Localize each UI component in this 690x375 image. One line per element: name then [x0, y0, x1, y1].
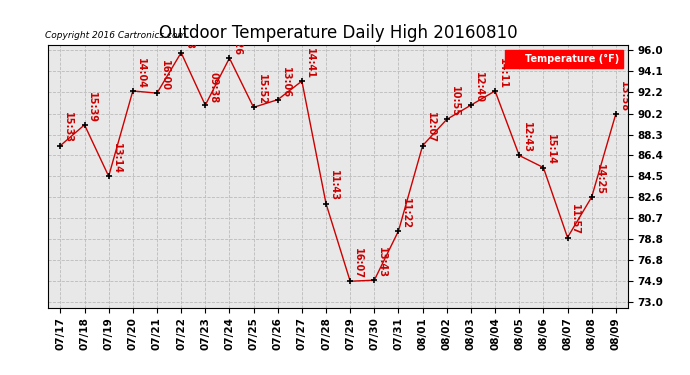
- Text: 14:04: 14:04: [136, 58, 146, 89]
- Title: Outdoor Temperature Daily High 20160810: Outdoor Temperature Daily High 20160810: [159, 24, 518, 42]
- Text: 13:58: 13:58: [619, 81, 629, 112]
- Text: 13:06: 13:06: [281, 66, 290, 98]
- Text: 11:57: 11:57: [571, 204, 580, 236]
- Text: 15:14: 15:14: [546, 134, 556, 165]
- Text: 14:53: 14:53: [184, 20, 194, 51]
- Legend: Temperature (°F): Temperature (°F): [506, 50, 623, 68]
- Text: 16:26: 16:26: [233, 25, 242, 56]
- Text: 09:38: 09:38: [208, 72, 218, 103]
- Text: 15:33: 15:33: [63, 112, 73, 144]
- Text: 13:14: 13:14: [112, 143, 121, 174]
- Text: 16:00: 16:00: [160, 60, 170, 91]
- Text: 10:55: 10:55: [450, 86, 460, 117]
- Text: 12:07: 12:07: [426, 112, 435, 144]
- Text: 12:40: 12:40: [474, 72, 484, 103]
- Text: Copyright 2016 Cartronics.com: Copyright 2016 Cartronics.com: [46, 31, 187, 40]
- Text: 14:41: 14:41: [305, 48, 315, 79]
- Text: 16:07: 16:07: [353, 248, 363, 279]
- Text: 15:52: 15:52: [257, 74, 266, 105]
- Text: 14:25: 14:25: [595, 164, 604, 195]
- Text: 11:22: 11:22: [402, 198, 411, 229]
- Text: 15:39: 15:39: [88, 92, 97, 123]
- Text: 14:11: 14:11: [498, 58, 508, 89]
- Text: 11:43: 11:43: [329, 170, 339, 201]
- Text: 13:43: 13:43: [377, 247, 387, 278]
- Text: 12:43: 12:43: [522, 122, 532, 153]
